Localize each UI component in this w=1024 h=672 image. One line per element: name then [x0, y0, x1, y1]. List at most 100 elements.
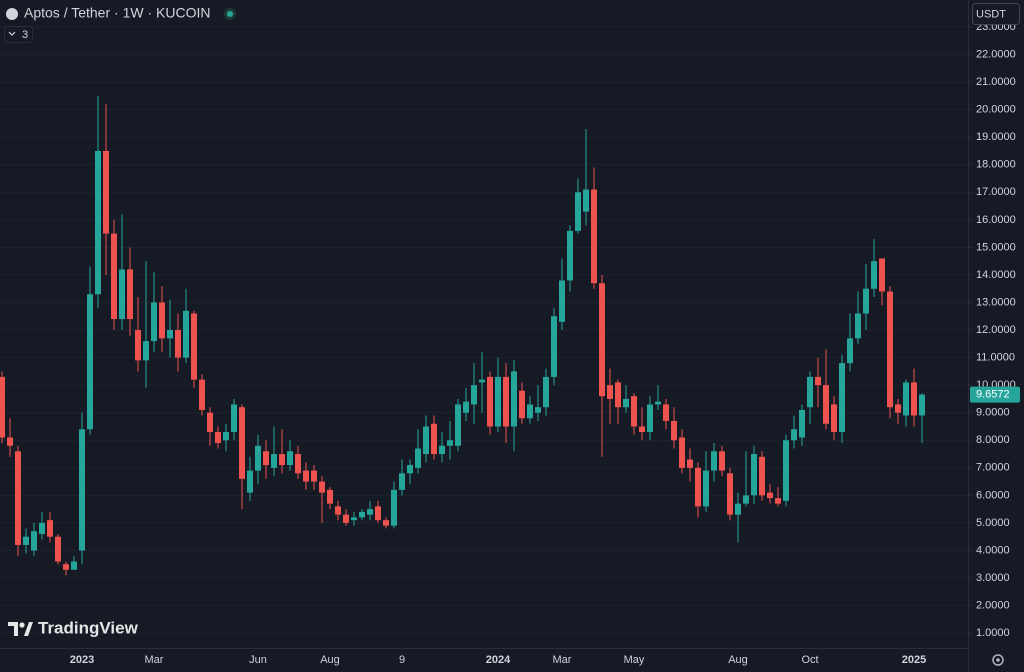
candle-body: [175, 330, 181, 358]
candle-body: [479, 379, 485, 383]
candle-body: [591, 189, 597, 284]
candle-body: [159, 302, 165, 339]
x-tick-label: 9: [399, 654, 405, 666]
indicator-toggle[interactable]: [4, 26, 33, 43]
candle-body: [407, 465, 413, 474]
candle-body: [503, 376, 509, 427]
candle-body: [727, 473, 733, 515]
last-price-label: 9.6572: [976, 389, 1010, 401]
x-tick-label: 2023: [70, 654, 94, 666]
y-tick-label: 14.0000: [976, 269, 1016, 281]
candle-body: [831, 404, 837, 432]
currency-button[interactable]: [972, 3, 1020, 25]
candle-body: [695, 467, 701, 507]
candle-body: [911, 382, 917, 416]
candle-body: [631, 396, 637, 427]
y-tick-label: 16.0000: [976, 214, 1016, 226]
status-dot: [227, 11, 233, 17]
candle-body: [447, 440, 453, 446]
candle-body: [623, 398, 629, 408]
y-tick-label: 2.0000: [976, 599, 1010, 611]
candle-body: [31, 531, 37, 551]
candle-body: [135, 330, 141, 361]
candle-body: [511, 371, 517, 427]
candle-body: [647, 404, 653, 432]
candle-body: [543, 376, 549, 408]
candle-body: [303, 470, 309, 482]
candle-body: [495, 376, 501, 427]
y-tick-label: 21.0000: [976, 76, 1016, 88]
y-tick-label: 20.0000: [976, 104, 1016, 116]
candle-body: [343, 514, 349, 523]
candle-body: [679, 437, 685, 468]
x-tick-label: Oct: [801, 654, 818, 666]
indicator-count: 3: [22, 29, 28, 41]
candle-body: [463, 401, 469, 413]
candle-body: [351, 517, 357, 521]
candle-body: [279, 454, 285, 466]
candle-body: [711, 451, 717, 471]
candle-body: [183, 310, 189, 358]
candle-body: [247, 470, 253, 493]
candle-body: [663, 404, 669, 421]
candle-body: [255, 445, 261, 471]
candle-body: [143, 341, 149, 361]
candle-body: [655, 401, 661, 405]
candle-body: [47, 520, 53, 537]
candle-body: [375, 506, 381, 521]
symbol-icon: [6, 8, 18, 20]
candle-body: [919, 394, 925, 416]
candle-body: [895, 404, 901, 413]
candle-body: [871, 261, 877, 289]
settings-icon[interactable]: [992, 654, 1004, 666]
chart-title: Aptos / Tether · 1W · KUCOIN: [24, 5, 210, 21]
candle-body: [423, 426, 429, 455]
y-tick-label: 18.0000: [976, 159, 1016, 171]
x-tick-label: Mar: [553, 654, 572, 666]
candle-body: [7, 437, 13, 446]
x-tick-label: May: [624, 654, 645, 666]
candle-body: [39, 522, 45, 534]
candle-body: [783, 440, 789, 501]
settings-icon-core: [996, 658, 1000, 662]
candle-body: [391, 489, 397, 526]
x-tick-label: 2024: [486, 654, 511, 666]
candle-body: [263, 451, 269, 466]
candle-body: [319, 481, 325, 493]
candle-body: [111, 233, 117, 320]
candle-body: [455, 404, 461, 446]
candle-body: [271, 454, 277, 468]
candle-body: [127, 269, 133, 320]
candle-body: [791, 429, 797, 441]
candle-body: [15, 451, 21, 545]
candles: [0, 95, 925, 576]
candle-body: [71, 561, 77, 570]
candle-body: [359, 511, 365, 518]
candle-body: [167, 330, 173, 339]
candle-body: [735, 503, 741, 515]
chevron-icon: [8, 31, 16, 36]
y-tick-label: 1.0000: [976, 627, 1010, 639]
candle-body: [567, 230, 573, 281]
candle-body: [799, 409, 805, 438]
candle-body: [879, 258, 885, 292]
candle-body: [103, 150, 109, 234]
candle-body: [335, 506, 341, 515]
candle-body: [399, 473, 405, 490]
y-tick-label: 3.0000: [976, 572, 1010, 584]
candle-body: [295, 454, 301, 474]
candle-body: [815, 376, 821, 386]
y-tick-label: 4.0000: [976, 544, 1010, 556]
candle-body: [719, 451, 725, 471]
candle-body: [575, 192, 581, 231]
candle-body: [199, 379, 205, 410]
y-tick-label: 9.0000: [976, 407, 1010, 419]
candle-body: [87, 294, 93, 430]
candle-body: [687, 459, 693, 468]
y-tick-label: 13.0000: [976, 296, 1016, 308]
candle-body: [887, 291, 893, 408]
candle-body: [23, 536, 29, 545]
candle-body: [807, 376, 813, 408]
candle-body: [839, 363, 845, 432]
